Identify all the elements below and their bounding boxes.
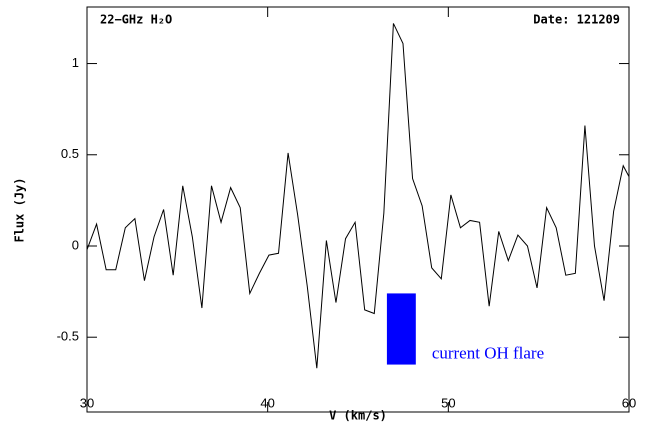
x-tick-label: 60 bbox=[622, 395, 636, 410]
y-axis-label: Flux (Jy) bbox=[13, 177, 27, 242]
annotation-text: current OH flare bbox=[432, 343, 544, 362]
annotation-box bbox=[386, 293, 416, 365]
y-tick-label: 0 bbox=[72, 237, 79, 252]
chart-subtitle: Date: 121209 bbox=[533, 13, 620, 27]
chart-title: 22−GHz H₂O bbox=[100, 13, 172, 27]
x-tick-label: 50 bbox=[441, 395, 455, 410]
x-tick-label: 40 bbox=[260, 395, 274, 410]
y-tick-label: 0.5 bbox=[61, 146, 79, 161]
y-tick-label: -0.5 bbox=[57, 329, 79, 344]
y-tick-label: 1 bbox=[72, 55, 79, 70]
x-axis-label: V (km/s) bbox=[329, 409, 387, 423]
x-tick-label: 30 bbox=[80, 395, 94, 410]
plot-frame bbox=[86, 6, 630, 413]
spectrum-line bbox=[86, 23, 630, 369]
